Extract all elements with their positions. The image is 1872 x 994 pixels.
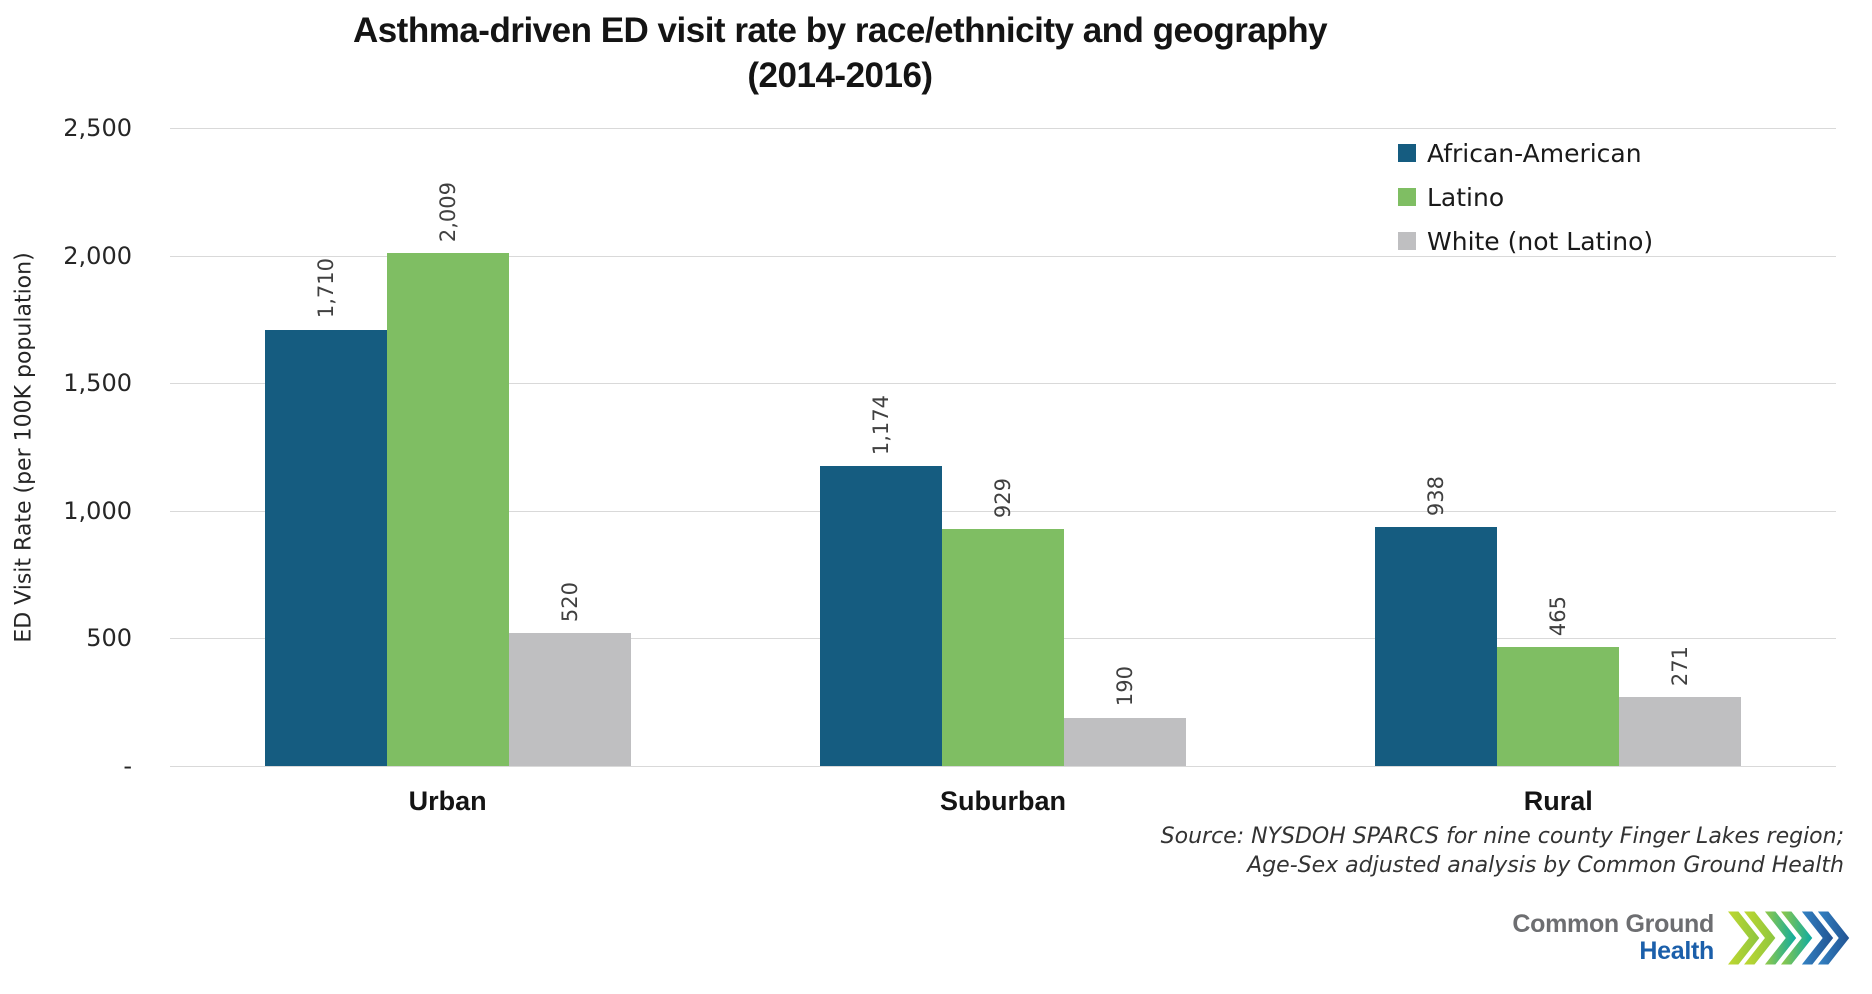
- legend: African-American Latino White (not Latino): [1398, 138, 1653, 270]
- legend-swatch-icon: [1398, 188, 1416, 206]
- logo: Common Ground Health: [1512, 910, 1850, 966]
- bar-urban-african-american: [264, 329, 387, 766]
- bar-cell: 520: [508, 582, 631, 766]
- bar-cell: 2,009: [386, 182, 509, 766]
- bar-group-rural: 938 465 271: [1281, 128, 1836, 766]
- source-note: Source: NYSDOH SPARCS for nine county Fi…: [1161, 822, 1844, 880]
- bar-cell: 938: [1375, 475, 1498, 766]
- bar-cell: 465: [1497, 596, 1620, 766]
- bar-value-label: 520: [557, 582, 582, 623]
- bar-value-label: 938: [1424, 475, 1449, 516]
- bar-value-label: 1,174: [868, 395, 893, 456]
- gridline: [170, 766, 1836, 767]
- x-axis: Urban Suburban Rural: [170, 786, 1836, 817]
- legend-item: African-American: [1398, 138, 1653, 168]
- bar-rural-latino: [1497, 647, 1620, 766]
- bar-cell: 1,174: [819, 395, 942, 766]
- bar-urban-white-not-latino: [508, 633, 631, 766]
- bar-cell: 190: [1063, 666, 1186, 766]
- bar-suburban-african-american: [819, 466, 942, 766]
- bar-group-urban: 1,710 2,009 520: [170, 128, 725, 766]
- gridline: [170, 510, 1836, 512]
- logo-name-line1: Common Ground: [1512, 910, 1714, 938]
- bar-value-label: 2,009: [435, 182, 460, 243]
- bar-value-label: 190: [1112, 666, 1137, 707]
- bar-value-label: 929: [990, 477, 1015, 518]
- y-tick-label: 1,000: [63, 496, 132, 525]
- x-axis-label-suburban: Suburban: [939, 786, 1066, 816]
- source-note-line2: Age-Sex adjusted analysis by Common Grou…: [1247, 853, 1844, 878]
- bar-value-label: 1,710: [313, 258, 338, 319]
- plot-bars: 1,710 2,009 520 1,174 929 190 938 465 271: [170, 128, 1836, 766]
- gridline: [170, 383, 1836, 385]
- bar-rural-white-not-latino: [1619, 696, 1742, 766]
- legend-swatch-icon: [1398, 144, 1416, 162]
- x-axis-label-urban: Urban: [408, 786, 487, 816]
- y-tick-label: 500: [86, 624, 132, 653]
- chart-title-line2: (2014-2016): [747, 56, 933, 95]
- source-note-line1: Source: NYSDOH SPARCS for nine county Fi…: [1160, 824, 1844, 849]
- plot-area: 1,710 2,009 520 1,174 929 190 938 465 271: [170, 128, 1836, 767]
- bar-value-label: 465: [1546, 596, 1571, 637]
- bar-cell: 271: [1619, 645, 1742, 766]
- legend-label: Latino: [1427, 182, 1505, 212]
- gridline: [170, 128, 1836, 129]
- bar-rural-african-american: [1375, 526, 1498, 766]
- bar-urban-latino: [386, 253, 509, 766]
- chevrons-icon: [1728, 911, 1850, 965]
- logo-text: Common Ground Health: [1512, 911, 1714, 965]
- legend-swatch-icon: [1398, 232, 1416, 250]
- legend-item: Latino: [1398, 182, 1653, 212]
- bar-value-label: 271: [1668, 645, 1693, 686]
- bar-cell: 1,710: [264, 258, 387, 766]
- chart-title: Asthma-driven ED visit rate by race/ethn…: [0, 8, 1680, 98]
- gridline: [170, 255, 1836, 257]
- y-tick-label: 1,500: [63, 369, 132, 398]
- y-tick-label: -: [123, 752, 132, 780]
- bar-suburban-white-not-latino: [1063, 717, 1186, 766]
- bar-cell: 929: [941, 477, 1064, 766]
- legend-item: White (not Latino): [1398, 226, 1653, 256]
- legend-label: African-American: [1427, 138, 1642, 168]
- y-tick-label: 2,500: [63, 114, 132, 142]
- x-axis-label-rural: Rural: [1523, 786, 1593, 816]
- legend-label: White (not Latino): [1427, 226, 1654, 256]
- chart-title-line1: Asthma-driven ED visit rate by race/ethn…: [352, 11, 1328, 50]
- logo-name-line2: Health: [1639, 937, 1714, 965]
- y-axis: - 500 1,000 1,500 2,000 2,500: [0, 114, 132, 780]
- y-tick-label: 2,000: [63, 241, 132, 270]
- bar-suburban-latino: [941, 528, 1064, 766]
- bar-group-suburban: 1,174 929 190: [725, 128, 1280, 766]
